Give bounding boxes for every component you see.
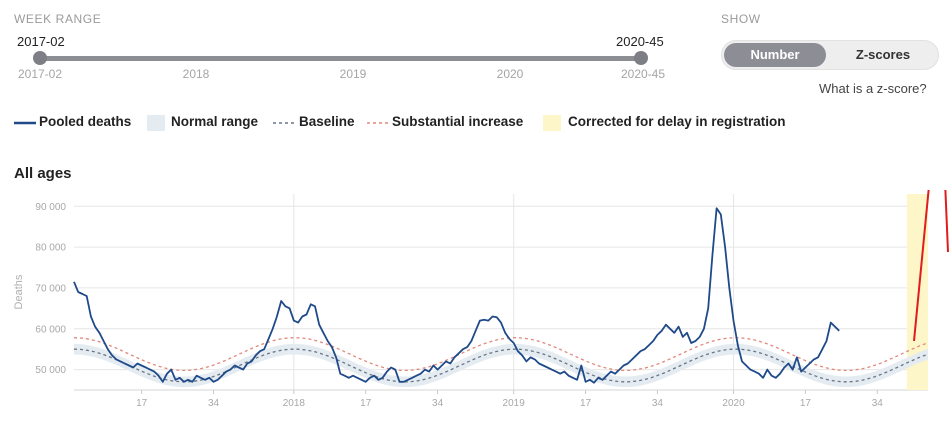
range-end-value: 2020-45 — [616, 34, 664, 49]
week-range-label: WEEK RANGE — [14, 12, 102, 26]
x-tick-label: 34 — [872, 398, 884, 409]
x-tick-label: 17 — [580, 398, 592, 409]
annotation-arrow-line — [913, 190, 930, 342]
slider-tick-label: 2020-45 — [620, 67, 666, 81]
pooled-deaths-swatch-icon — [14, 121, 36, 125]
slider-tick-label: 2019 — [339, 67, 367, 81]
x-tick-label: 34 — [652, 398, 664, 409]
show-label: SHOW — [721, 12, 761, 26]
x-tick-label: 17 — [360, 398, 372, 409]
y-tick-label: 90 000 — [35, 202, 66, 213]
number-toggle-button[interactable]: Number — [724, 43, 826, 67]
pooled-deaths-line — [73, 207, 840, 384]
y-tick-label: 60 000 — [35, 324, 66, 335]
chart-title: All ages — [14, 165, 72, 182]
x-tick-label: 17 — [800, 398, 812, 409]
baseline-swatch-icon — [273, 122, 297, 124]
legend-baseline: Baseline — [299, 114, 355, 129]
x-tick-label: 2020 — [722, 398, 745, 409]
x-tick-label: 34 — [208, 398, 220, 409]
x-tick-label: 2019 — [503, 398, 526, 409]
x-tick-label: 34 — [432, 398, 444, 409]
zscores-toggle-button[interactable]: Z-scores — [855, 47, 911, 62]
annotation-arrow-line — [944, 190, 949, 253]
normal-range-swatch-icon — [147, 115, 165, 131]
y-axis-title: Deaths — [13, 274, 25, 309]
slider-tick-label: 2017-02 — [17, 67, 63, 81]
legend-normal-range: Normal range — [171, 114, 259, 129]
display-mode-toggle: Number Z-scores — [721, 40, 939, 70]
week-range-slider-track[interactable] — [40, 56, 640, 61]
range-end-handle[interactable] — [634, 51, 648, 65]
correction-swatch-icon — [543, 115, 561, 131]
x-tick-label: 17 — [136, 398, 148, 409]
slider-tick-label: 2020 — [496, 67, 524, 81]
y-tick-label: 70 000 — [35, 283, 66, 294]
normal-range-band — [74, 343, 928, 388]
range-start-handle[interactable] — [33, 51, 47, 65]
substantial-increase-swatch-icon — [367, 122, 391, 124]
legend-pooled-deaths: Pooled deaths — [39, 114, 132, 129]
deaths-line-chart: 50 000 60 000 70 000 80 000 90 000 17 34 2018 17… — [13, 190, 949, 409]
y-tick-label: 80 000 — [35, 243, 66, 254]
legend-correction: Corrected for delay in registration — [568, 114, 786, 129]
y-tick-label: 50 000 — [35, 365, 66, 376]
range-start-value: 2017-02 — [17, 34, 65, 49]
zscore-help-link[interactable]: What is a z-score? — [819, 81, 927, 96]
x-tick-label: 2018 — [283, 398, 306, 409]
slider-tick-label: 2018 — [182, 67, 210, 81]
legend-substantial-increase: Substantial increase — [392, 114, 524, 129]
